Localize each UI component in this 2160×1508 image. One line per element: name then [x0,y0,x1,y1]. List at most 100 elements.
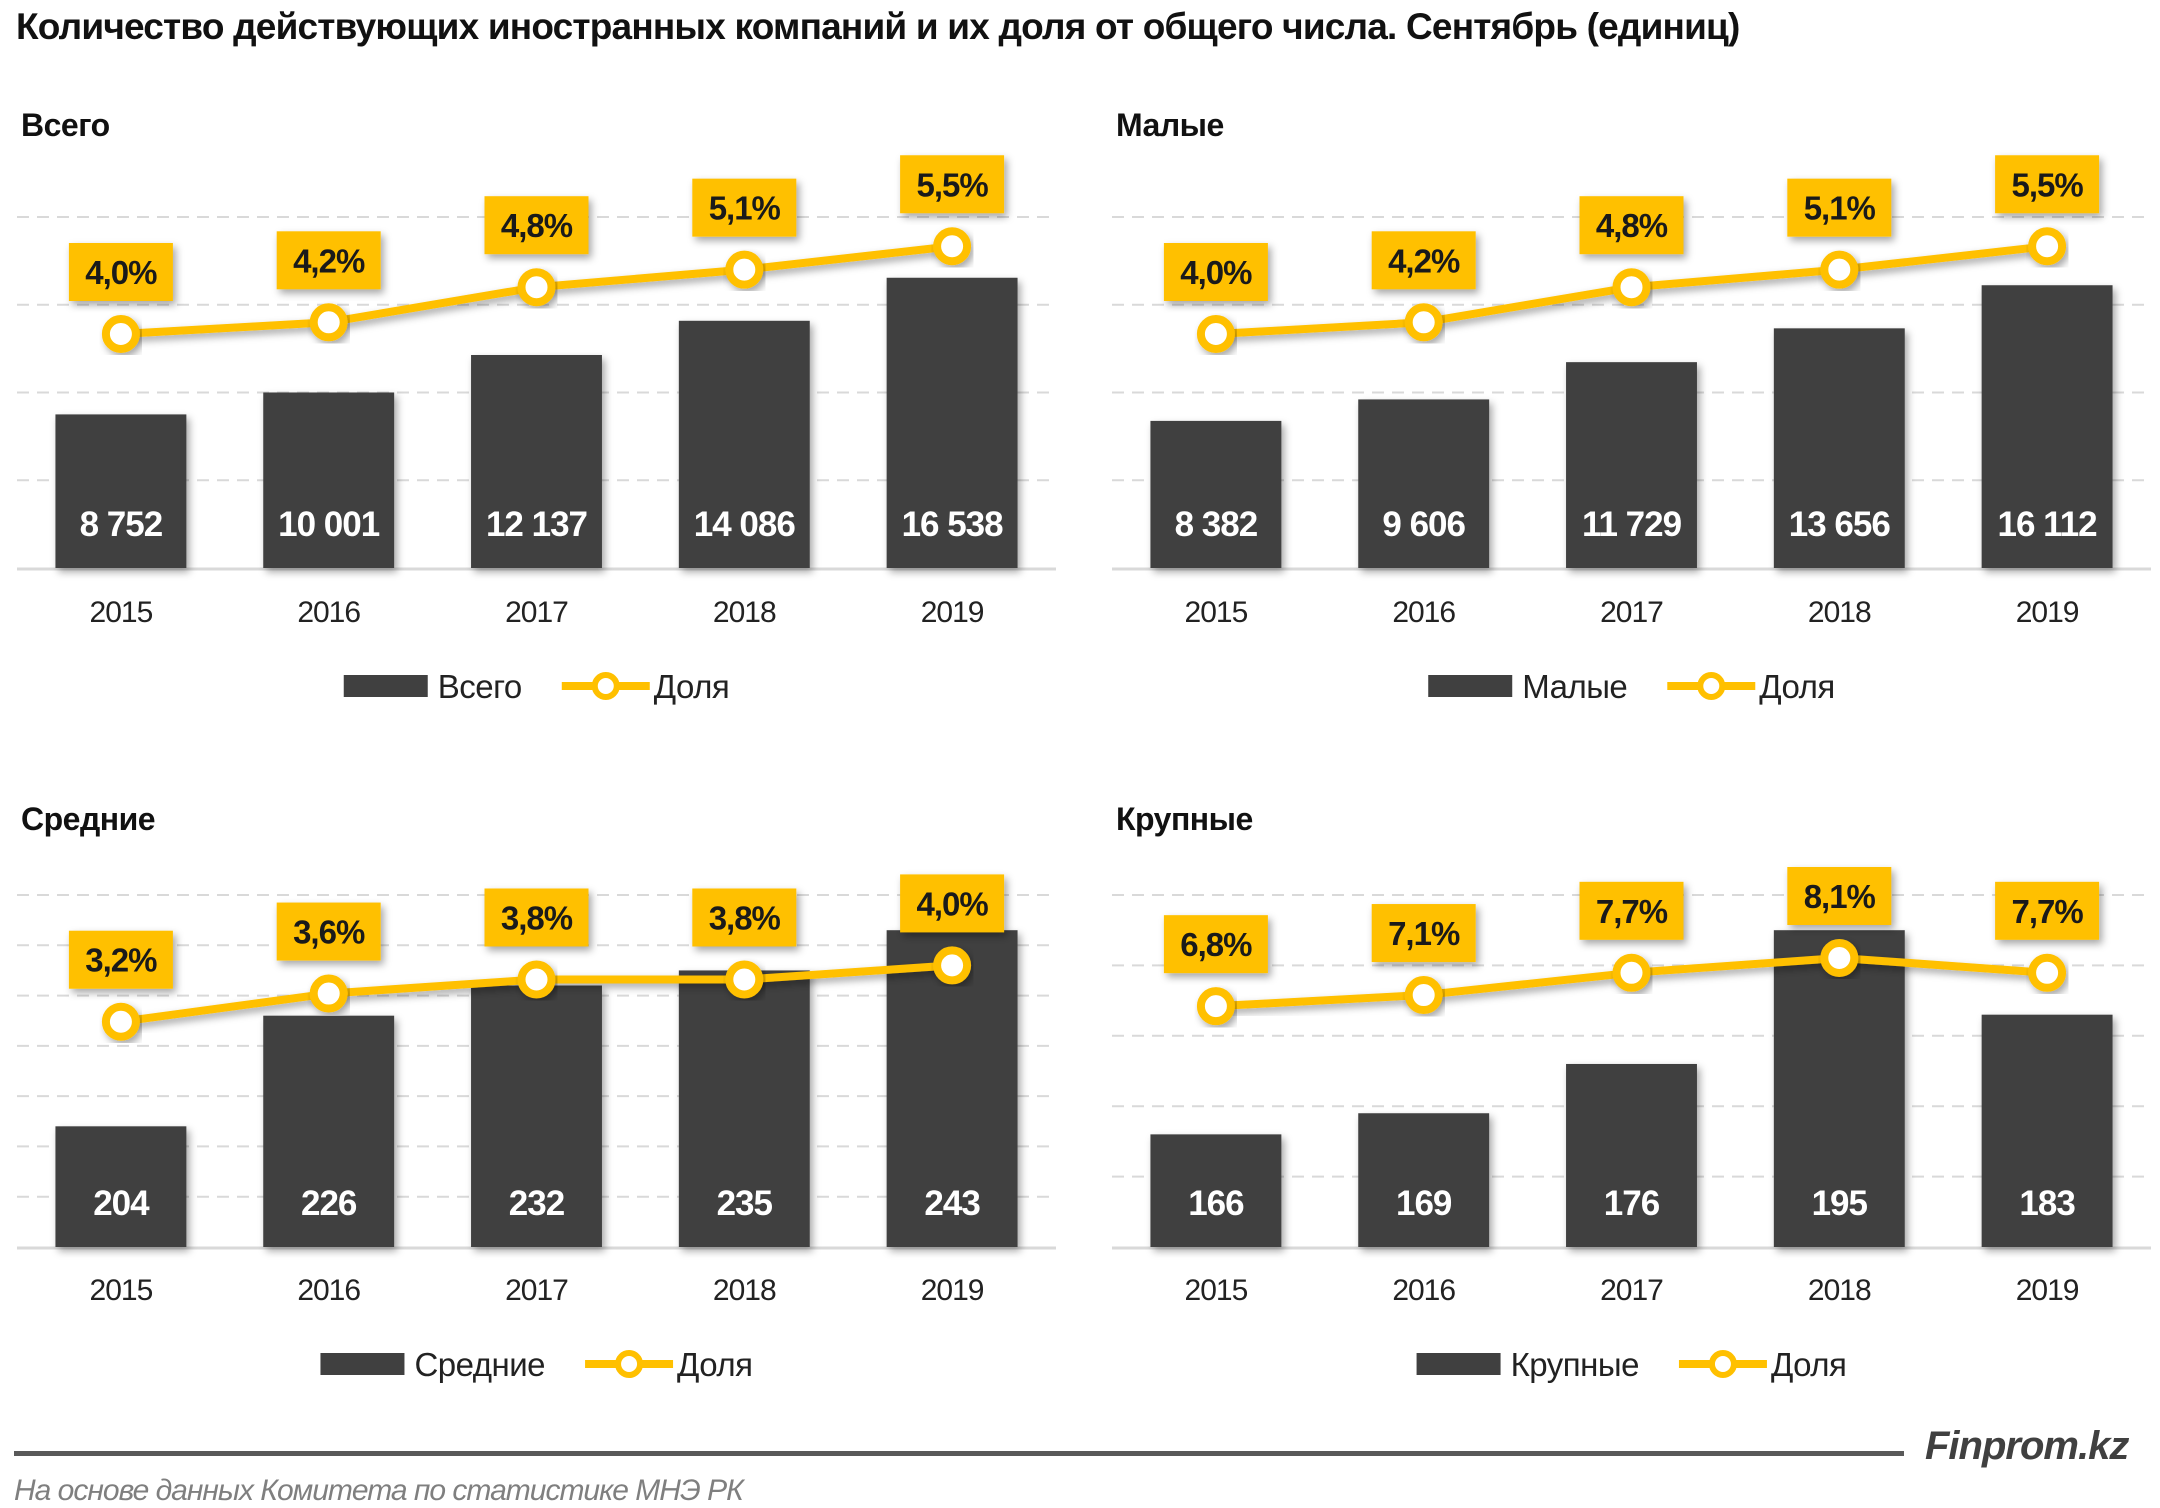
share-marker [1820,250,1859,289]
share-label-box [900,874,1005,933]
legend: Малые Доля [1428,668,1835,705]
chart-panel-1: Всего 8 752 2015 10 001 2016 12 137 2017 14 086… [17,107,1056,705]
share-marker [933,946,972,985]
share-marker [1612,268,1651,307]
bar [1566,1063,1697,1247]
bar [678,970,810,1247]
legend-bar-swatch [1416,1353,1501,1375]
share-label: 5,1% [1804,190,1876,227]
x-tick-label: 2015 [1185,1274,1248,1307]
share-label-box [1371,231,1476,290]
legend-marker-swatch [615,1350,644,1378]
share-label: 4,2% [293,242,365,279]
x-tick-label: 2016 [1392,1274,1455,1307]
x-tick-label: 2015 [90,596,153,629]
bar [1981,285,2113,568]
bar [1773,930,1905,1247]
share-label: 7,7% [1596,893,1668,930]
legend-label: Всего [438,668,522,705]
brand-logo-text: Finprom.kz [1925,1424,2129,1468]
share-label: 6,8% [1180,926,1252,963]
share-marker [517,268,556,307]
bar [55,1126,187,1247]
x-tick-label: 2015 [90,1274,153,1307]
share-label-box [900,155,1005,214]
bar [263,392,395,568]
legend-label: Малые [1522,668,1627,705]
share-label-box [1163,243,1268,301]
bar [1150,1134,1282,1247]
share-marker [1196,315,1235,353]
share-label-box [1579,196,1684,255]
chart-panel-4: Крупные 166 2015 169 2016 176 2017 195 2018 183 20… [1112,801,2151,1383]
share-label: 4,8% [1596,207,1668,244]
bar [471,985,602,1247]
bar-value-label: 16 538 [902,505,1004,544]
panel-title: Всего [21,107,110,143]
share-label: 3,8% [501,899,573,936]
share-marker [1196,987,1235,1026]
bar-value-label: 10 001 [278,505,380,544]
share-marker [101,1002,140,1041]
x-tick-label: 2019 [2016,1274,2079,1307]
share-marker [2028,953,2067,992]
legend: Всего Доля [343,668,730,705]
share-label: 8,1% [1804,878,1876,915]
share-marker [933,227,972,266]
share-label: 4,0% [1180,254,1252,291]
share-label: 3,2% [85,942,157,979]
x-tick-label: 2018 [713,1274,776,1307]
share-label-box [68,243,173,301]
share-marker [517,960,556,999]
share-label-box [68,930,173,989]
bar-value-label: 8 382 [1175,505,1258,544]
share-label: 7,7% [2011,893,2083,930]
bar [1773,328,1905,568]
bar [678,320,810,568]
x-tick-label: 2019 [2016,596,2079,629]
bar-value-label: 204 [93,1184,150,1223]
bar-value-label: 183 [2019,1184,2075,1223]
share-label: 4,0% [85,254,157,291]
share-marker [2028,227,2067,266]
bar [1358,1113,1490,1247]
share-label-box [692,178,797,237]
share-label: 3,8% [709,899,781,936]
share-label: 4,0% [916,885,988,922]
panel-title: Средние [21,801,155,837]
share-label-box [276,231,381,290]
share-label-box [276,902,381,961]
bar-value-label: 8 752 [80,505,163,544]
share-label: 7,1% [1388,915,1460,952]
share-marker [725,960,764,999]
bar-value-label: 12 137 [486,505,587,544]
bar [1150,420,1282,568]
legend-marker-swatch [591,672,620,700]
legend-label: Доля [1759,668,1834,705]
bar [1981,1014,2113,1247]
share-marker [725,250,764,289]
share-label-box [1787,178,1892,237]
legend-label: Доля [677,1346,752,1383]
share-marker [1404,976,1443,1015]
x-tick-label: 2018 [713,596,776,629]
x-tick-label: 2018 [1808,596,1871,629]
bar-value-label: 14 086 [694,505,796,544]
footer-divider [14,1451,1904,1456]
share-marker [101,315,140,353]
share-label-box [1995,155,2100,214]
share-label-box [1787,866,1892,925]
x-tick-label: 2019 [921,1274,984,1307]
bar [55,414,187,568]
bar-value-label: 232 [509,1184,565,1223]
x-tick-label: 2017 [505,596,568,629]
bar-value-label: 16 112 [1998,505,2098,544]
share-label-box [1995,881,2100,940]
share-label: 4,8% [501,207,573,244]
x-tick-label: 2017 [1600,596,1663,629]
legend-label: Доля [1771,1346,1846,1383]
source-note: На основе данных Комитета по статистике … [14,1474,744,1507]
share-marker [1612,953,1651,992]
share-marker [1404,303,1443,342]
